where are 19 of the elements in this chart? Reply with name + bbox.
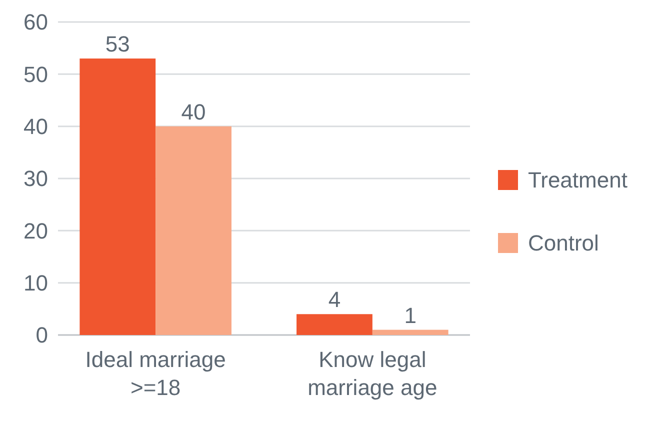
y-tick-label: 30 [24, 166, 48, 192]
data-label: 40 [181, 99, 206, 124]
data-label: 1 [404, 302, 416, 328]
data-label: 53 [105, 32, 130, 57]
legend-label: Control [528, 230, 599, 256]
legend-label: Treatment [528, 168, 628, 193]
x-tick-label: Ideal marriage >=18 [85, 347, 226, 400]
y-tick-label: 40 [24, 114, 48, 140]
y-tick-label: 50 [24, 62, 48, 87]
y-tick-label: 10 [24, 270, 48, 296]
bar [372, 330, 448, 335]
y-tick-label: 0 [36, 322, 48, 348]
x-tick-label: Know legal marriage age [308, 347, 438, 400]
bar [296, 314, 372, 335]
y-tick-label: 20 [24, 218, 48, 244]
bar [80, 58, 156, 335]
bar [156, 126, 232, 335]
y-tick-label: 60 [24, 10, 48, 35]
data-label: 4 [328, 287, 341, 312]
